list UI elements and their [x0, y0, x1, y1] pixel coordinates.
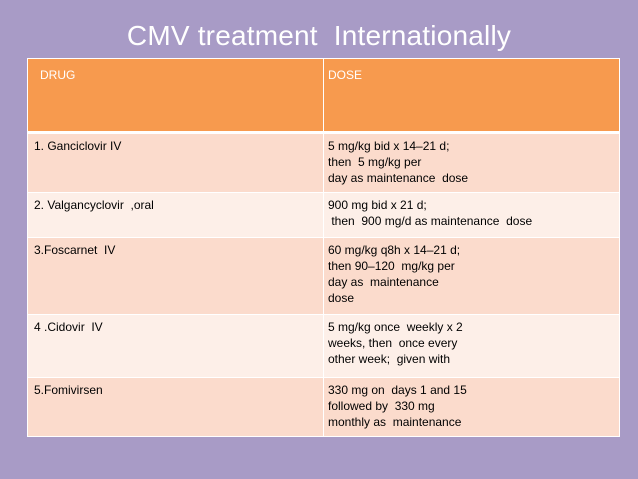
table-row: 3.Foscarnet IV 60 mg/kg q8h x 14–21 d; t… — [27, 237, 620, 315]
drug-cell: 2. Valgancyclovir ,oral — [27, 192, 324, 238]
table-row: 1. Ganciclovir IV 5 mg/kg bid x 14–21 d;… — [27, 132, 620, 193]
table-row: 5.Fomivirsen 330 mg on days 1 and 15 fol… — [27, 377, 620, 437]
dose-cell: 60 mg/kg q8h x 14–21 d; then 90–120 mg/k… — [323, 237, 620, 315]
dose-cell: 330 mg on days 1 and 15 followed by 330 … — [323, 377, 620, 437]
header-drug: DRUG — [27, 58, 324, 134]
drug-cell: 4 .Cidovir IV — [27, 314, 324, 378]
table-row: 2. Valgancyclovir ,oral 900 mg bid x 21 … — [27, 192, 620, 238]
drug-cell: 5.Fomivirsen — [27, 377, 324, 437]
dose-cell: 5 mg/kg once weekly x 2 weeks, then once… — [323, 314, 620, 378]
table-row: 4 .Cidovir IV 5 mg/kg once weekly x 2 we… — [27, 314, 620, 378]
drug-cell: 1. Ganciclovir IV — [27, 132, 324, 193]
dose-cell: 5 mg/kg bid x 14–21 d; then 5 mg/kg per … — [323, 132, 620, 193]
treatment-table: DRUG DOSE 1. Ganciclovir IV 5 mg/kg bid … — [27, 58, 620, 437]
slide-title: CMV treatment Internationally — [126, 20, 512, 51]
drug-cell: 3.Foscarnet IV — [27, 237, 324, 315]
table-header-row: DRUG DOSE — [27, 58, 620, 134]
dose-cell: 900 mg bid x 21 d; then 900 mg/d as main… — [323, 192, 620, 238]
header-dose: DOSE — [323, 58, 620, 134]
